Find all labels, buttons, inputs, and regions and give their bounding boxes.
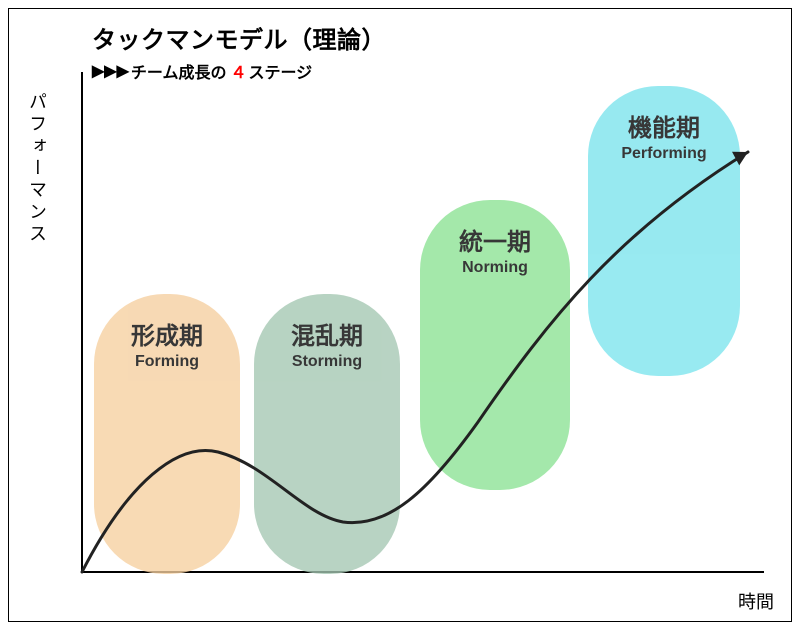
curve-overlay [58,72,770,584]
performance-curve [82,152,748,572]
y-axis-label: パフォーマンス [24,92,50,246]
curve-arrowhead-icon [732,152,748,166]
plot-area: 形成期Forming混乱期Storming統一期Norming機能期Perfor… [58,72,770,584]
x-axis-label: 時間 [738,588,774,614]
page-title: タックマンモデル（理論） [92,20,386,55]
